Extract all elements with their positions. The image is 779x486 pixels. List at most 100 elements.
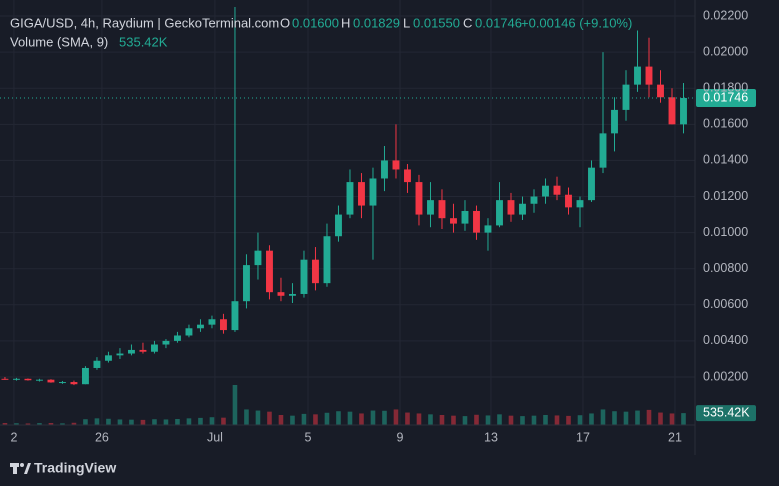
volume-name: Volume (SMA, 9) xyxy=(10,34,108,49)
brand: TradingView xyxy=(34,460,116,476)
candle-body xyxy=(58,382,66,384)
volume-bar xyxy=(267,411,272,425)
volume-bar xyxy=(14,423,19,425)
volume-bar xyxy=(370,410,376,425)
volume-bar xyxy=(531,415,537,425)
volume-bar xyxy=(301,413,307,425)
candle-body xyxy=(105,355,112,361)
volume-bar xyxy=(359,413,364,425)
candle-body xyxy=(634,66,641,85)
symbol: GIGA/USD, 4h, Raydium | GeckoTerminal.co… xyxy=(10,15,279,30)
candle-body xyxy=(381,160,388,179)
volume-bar xyxy=(566,415,571,425)
candle-body xyxy=(496,200,503,226)
volume-bar xyxy=(416,413,422,425)
volume-bar xyxy=(600,409,606,425)
high-label: H xyxy=(341,15,350,30)
candle-body xyxy=(289,293,296,296)
volume-bar xyxy=(175,419,180,425)
candle-body xyxy=(335,214,342,237)
candle-body xyxy=(116,353,124,356)
volume-bar xyxy=(140,419,146,425)
candle-body xyxy=(93,360,101,368)
candle-body xyxy=(542,185,549,197)
candle-body xyxy=(645,66,653,85)
volume-bar xyxy=(623,411,629,425)
candle-body xyxy=(162,340,170,345)
close-value: 0.01746 xyxy=(475,15,522,30)
volume-sma-box xyxy=(696,405,756,422)
x-tick-label: 21 xyxy=(668,430,682,444)
candle-body xyxy=(346,182,354,215)
volume-bar xyxy=(255,410,261,425)
candle-body xyxy=(484,225,492,233)
volume-bar xyxy=(589,413,594,425)
candle-body xyxy=(415,182,423,215)
y-tick-label: 0.00200 xyxy=(703,369,748,383)
volume-bar xyxy=(658,412,663,425)
volume-bar xyxy=(336,411,341,425)
overlay: 0.01746 535.42K xyxy=(0,88,756,422)
candle-body xyxy=(174,335,181,341)
volume-bar xyxy=(474,414,479,425)
volume-bar xyxy=(163,419,169,425)
candle-body xyxy=(519,203,526,215)
candle-body xyxy=(392,160,400,170)
candle-body xyxy=(82,367,89,385)
candle-body xyxy=(680,97,687,125)
volume-bar xyxy=(48,423,54,425)
candle-body xyxy=(70,382,78,385)
open-label: O xyxy=(280,15,290,30)
volume-bar xyxy=(221,417,226,425)
volume-bar xyxy=(612,411,617,425)
open-value: 0.01600 xyxy=(292,15,339,30)
volume-bar xyxy=(669,413,675,425)
y-tick-label: 0.01400 xyxy=(703,153,748,167)
change-value: +0.00146 (+9.10%) xyxy=(521,15,632,30)
volume-bar xyxy=(186,418,192,425)
candle-body xyxy=(358,182,365,206)
volume-bar xyxy=(313,414,318,425)
volume-bar xyxy=(497,414,502,425)
volume-bar xyxy=(60,423,65,425)
volume-bar xyxy=(439,415,445,425)
volume-bar xyxy=(681,413,686,425)
candle-body xyxy=(220,319,227,331)
volume-bar xyxy=(577,415,583,425)
y-tick-label: 0.01600 xyxy=(703,117,748,131)
candle-body xyxy=(450,218,457,224)
volume-bar xyxy=(129,419,134,425)
volume-bar xyxy=(554,415,560,425)
volume-bar xyxy=(2,423,8,425)
candle-body xyxy=(47,379,55,383)
candle-body xyxy=(1,378,9,380)
volume-bar xyxy=(117,419,123,425)
x-tick-label: Jul xyxy=(207,430,223,444)
candle-body xyxy=(151,344,158,352)
y-tick-label: 0.01200 xyxy=(703,189,748,203)
candles xyxy=(1,7,687,386)
x-tick-label: 13 xyxy=(484,430,498,444)
volume-bar xyxy=(25,423,31,425)
x-tick-label: 5 xyxy=(305,430,312,444)
volume-bar xyxy=(428,414,433,425)
volume-bar xyxy=(646,409,652,425)
candle-body xyxy=(599,133,607,168)
volume-bar xyxy=(152,419,157,425)
y-tick-label: 0.02000 xyxy=(703,44,748,58)
y-tick-label: 0.00400 xyxy=(703,333,748,347)
volume-bar xyxy=(198,417,203,425)
volume-bar xyxy=(94,418,100,425)
low-value: 0.01550 xyxy=(413,15,460,30)
candle-body xyxy=(185,328,193,336)
last-price-box xyxy=(696,88,756,107)
volume-bar xyxy=(278,415,284,425)
high-value: 0.01829 xyxy=(353,15,400,30)
volume-bar xyxy=(382,410,387,425)
volume-bar xyxy=(347,411,353,425)
candle-body xyxy=(507,200,515,215)
volume-layer xyxy=(2,385,686,425)
candle-body xyxy=(139,349,147,352)
last-price-label: 0.01746 xyxy=(703,90,748,104)
